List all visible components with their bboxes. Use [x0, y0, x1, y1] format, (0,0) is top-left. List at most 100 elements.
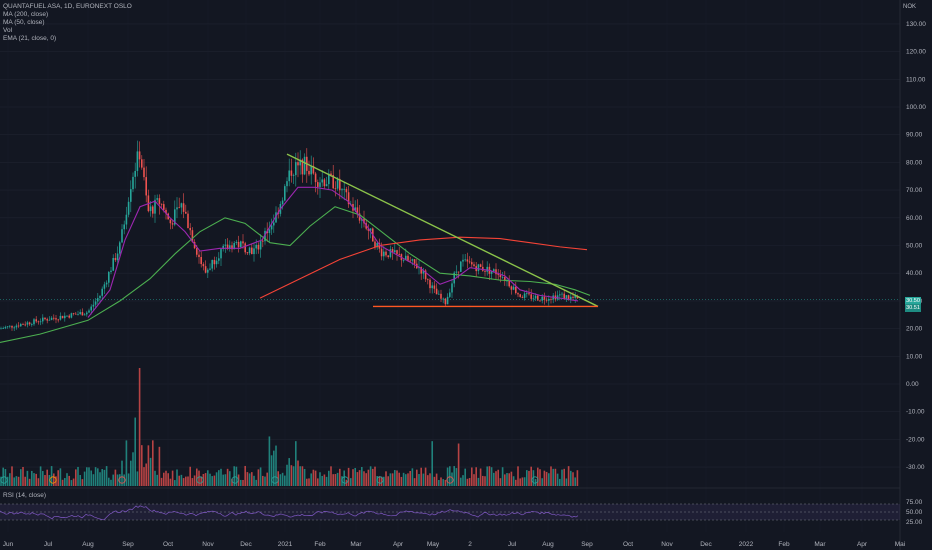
volume-bar: [149, 457, 152, 486]
volume-bar: [156, 474, 158, 486]
volume-bar: [310, 473, 312, 486]
candle-body: [343, 188, 345, 190]
rsi-line: [0, 505, 579, 521]
candle-body: [79, 312, 81, 314]
candle-body: [248, 247, 251, 254]
candle-body: [204, 266, 207, 273]
volume-bar: [167, 473, 169, 486]
volume-bar: [53, 473, 55, 486]
candle-body: [66, 315, 68, 317]
candle-body: [539, 300, 541, 302]
volume-bar: [570, 470, 572, 486]
rsi-label[interactable]: RSI (14, close): [3, 492, 46, 499]
symbol-title[interactable]: QUANTAFUEL ASA, 1D, EURONEXT OSLO: [3, 3, 132, 10]
time-tick-label: Aug: [542, 541, 554, 548]
candle-body: [444, 298, 447, 305]
candle-body: [145, 177, 147, 196]
volume-bar: [77, 466, 79, 486]
candle-body: [321, 179, 323, 183]
candle-body: [402, 260, 405, 261]
volume-bar: [574, 477, 576, 486]
candle-body: [132, 176, 134, 190]
candle-body: [68, 315, 70, 318]
volume-bar: [123, 474, 125, 486]
volume-bar: [125, 440, 128, 486]
volume-bar: [471, 467, 473, 486]
event-marker: [341, 476, 349, 484]
volume-bar: [257, 469, 260, 486]
candle-body: [567, 295, 570, 300]
volume-bar: [369, 466, 372, 486]
volume-bar: [532, 470, 535, 486]
candle-body: [506, 280, 508, 282]
volume-bar: [378, 476, 381, 486]
candle-body: [460, 261, 462, 272]
volume-bar: [515, 479, 517, 486]
candle-body: [453, 272, 455, 284]
candle-body: [224, 244, 227, 246]
volume-bar: [550, 466, 552, 486]
candle-body: [59, 315, 62, 320]
volume-bar: [200, 476, 202, 486]
candle-body: [75, 313, 77, 315]
volume-bar: [119, 474, 121, 486]
candle-body: [334, 188, 337, 190]
volume-bar: [526, 470, 528, 486]
candle-body: [46, 319, 48, 321]
time-tick-label: Jul: [44, 541, 53, 548]
volume-bar: [235, 466, 238, 486]
candle-body: [284, 186, 286, 201]
candle-body: [374, 241, 376, 248]
ma200-label[interactable]: MA (200, close): [3, 11, 49, 18]
volume-bar: [561, 469, 563, 486]
ma50-label[interactable]: MA (50, close): [3, 19, 45, 26]
time-axis: Jun Jul Aug Sep Oct Nov Dec 2021 Feb Mar Apr May 2 Ju…: [3, 541, 905, 548]
candle-body: [431, 285, 433, 289]
candle-body: [149, 206, 152, 212]
volume-label[interactable]: Vol: [3, 27, 13, 34]
volume-bar: [110, 479, 112, 486]
candle-body: [543, 296, 546, 300]
candle-body: [563, 293, 565, 299]
volume-bar: [317, 478, 319, 486]
candle-body: [246, 252, 249, 254]
time-tick-label: Apr: [857, 541, 868, 548]
volume-bar: [242, 479, 244, 486]
candle-body: [576, 295, 579, 299]
candle-body: [154, 199, 156, 214]
volume-bar: [567, 466, 570, 486]
candle-body: [422, 270, 425, 274]
price-tick-label: 10.00: [906, 353, 923, 360]
candle-body: [86, 312, 88, 315]
candle-body: [191, 230, 194, 243]
volume-bar: [6, 476, 9, 486]
volume-bar: [275, 445, 277, 486]
volume-bar: [33, 473, 35, 486]
candle-body: [141, 159, 143, 168]
volume-bar: [152, 440, 154, 486]
volume-bar: [387, 476, 389, 486]
ema-label[interactable]: EMA (21, close, 0): [3, 35, 57, 42]
currency-label[interactable]: NOK: [902, 4, 916, 10]
volume-bar: [273, 450, 275, 486]
volume-bar: [554, 468, 557, 486]
candle-body: [158, 198, 161, 204]
volume-bar: [407, 473, 409, 486]
volume-bar: [400, 476, 403, 486]
volume-bar: [457, 443, 460, 486]
candle-body: [231, 245, 233, 250]
volume-bar: [143, 467, 145, 486]
candle-body: [273, 222, 275, 226]
candle-body: [94, 301, 97, 305]
time-tick-label: Nov: [661, 541, 673, 548]
volume-bar: [521, 477, 524, 486]
volume-bar: [462, 475, 464, 486]
candle-body: [226, 244, 229, 249]
candle-body: [9, 325, 11, 327]
candle-body: [28, 322, 31, 325]
volume-bar: [374, 466, 376, 486]
volume-bar: [266, 472, 268, 486]
volume-bar: [262, 475, 264, 486]
volume-bar: [433, 476, 436, 486]
